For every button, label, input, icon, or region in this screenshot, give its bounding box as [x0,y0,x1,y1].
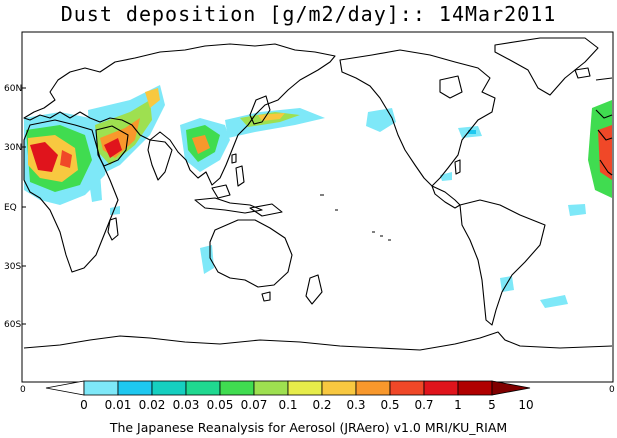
dust-plume-sahara-peak2 [60,150,72,168]
colorbar-label: 10 [518,398,533,412]
coastline-central-america [431,185,461,209]
colorbar-segment-9 [355,380,391,396]
dust-plume-pacific-jet-high [258,113,285,121]
colorbar-label: 0.05 [207,398,234,412]
colorbar-segment-4 [185,380,221,396]
coastline-greenland [494,37,599,96]
colorbar-label: 0 [80,398,88,412]
coastline-hudson-bay [439,75,463,99]
colorbar-segment-2 [117,380,153,396]
dust-plume-east-asia-high [192,135,210,154]
colorbar-label: 0.1 [278,398,297,412]
colorbar-left-end-label: 0 [20,385,26,395]
coastline-south-america [459,199,546,326]
coastline-florida [454,159,461,175]
colorbar-label: 0.01 [105,398,132,412]
colorbar-label: 0.2 [312,398,331,412]
lat-label-30s: 30S [4,262,21,272]
colorbar-segment-0 [45,380,85,396]
coastline-new-zealand [305,274,323,305]
dust-plume-iran [145,88,160,108]
coastline-madagascar [107,217,119,241]
coastline-new-guinea [249,203,283,217]
coastline-australia [209,219,293,288]
colorbar-label: 5 [488,398,496,412]
credit-line: The Japanese Reanalysis for Aerosol (JRA… [109,420,508,435]
coastline-indonesia [194,197,263,214]
coastline-philippines [235,165,245,187]
colorbar-segment-5 [219,380,255,396]
colorbar-segment-6 [253,380,289,396]
coastline-africa [23,119,119,273]
colorbar-label: 0.03 [173,398,200,412]
coastline-borneo [211,184,231,199]
coastline-iceland [574,67,591,79]
coastline-europe-east-edge [595,77,613,176]
coastline-antarctica [23,331,613,351]
dust-patch-south-atlantic [568,204,586,216]
coastline-taiwan [231,153,237,164]
colorbar-segment-11 [423,380,459,396]
lat-label-30n: 30N [4,143,22,153]
colorbar-right-end-label: 0 [609,385,615,395]
latitude-axis: 60N 30N EQ 30S 60S [4,84,26,330]
dust-patch-east-africa [88,172,102,202]
colorbar-segment-7 [287,380,323,396]
colorbar-segment-13 [491,380,531,396]
lat-label-60n: 60N [4,84,22,94]
coastline-islands-pacific [320,194,391,241]
coastline-tasmania [261,291,271,302]
colorbar-label: 0.07 [241,398,268,412]
dust-patch-south-ocean [540,295,568,308]
lat-label-eq: EQ [4,203,17,213]
dust-patch-west-atlantic [468,130,476,134]
dust-plume-sahara-peak [30,142,58,172]
lat-label-60s: 60S [4,320,21,330]
coastlines [23,37,613,351]
colorbar-label: 1 [454,398,462,412]
colorbar-label: 0.3 [346,398,365,412]
colorbar-label: 0.5 [380,398,399,412]
colorbar-label: 0.02 [139,398,166,412]
dust-plume-arabia-peak [104,138,122,158]
colorbar-segment-12 [457,380,493,396]
colorbar: 0 0.01 0.02 0.03 0.05 0.07 0.1 0.2 0.3 0.5 0.7 1 5 10 [45,380,534,412]
dust-patch-north-pacific [366,108,396,132]
colorbar-label: 0.7 [414,398,433,412]
coastline-arabia [95,125,129,167]
colorbar-segment-8 [321,380,357,396]
map-frame [21,31,614,383]
coastline-north-america [339,49,496,187]
page-title: Dust deposition [g/m2/day]:: 14Mar2011 [60,2,557,26]
coastline-japan [249,95,271,125]
colorbar-segment-3 [151,380,187,396]
coastline-india [147,139,173,181]
coastline-eurasia [23,43,336,186]
colorbar-segment-10 [389,380,425,396]
colorbar-segment-1 [83,380,119,396]
